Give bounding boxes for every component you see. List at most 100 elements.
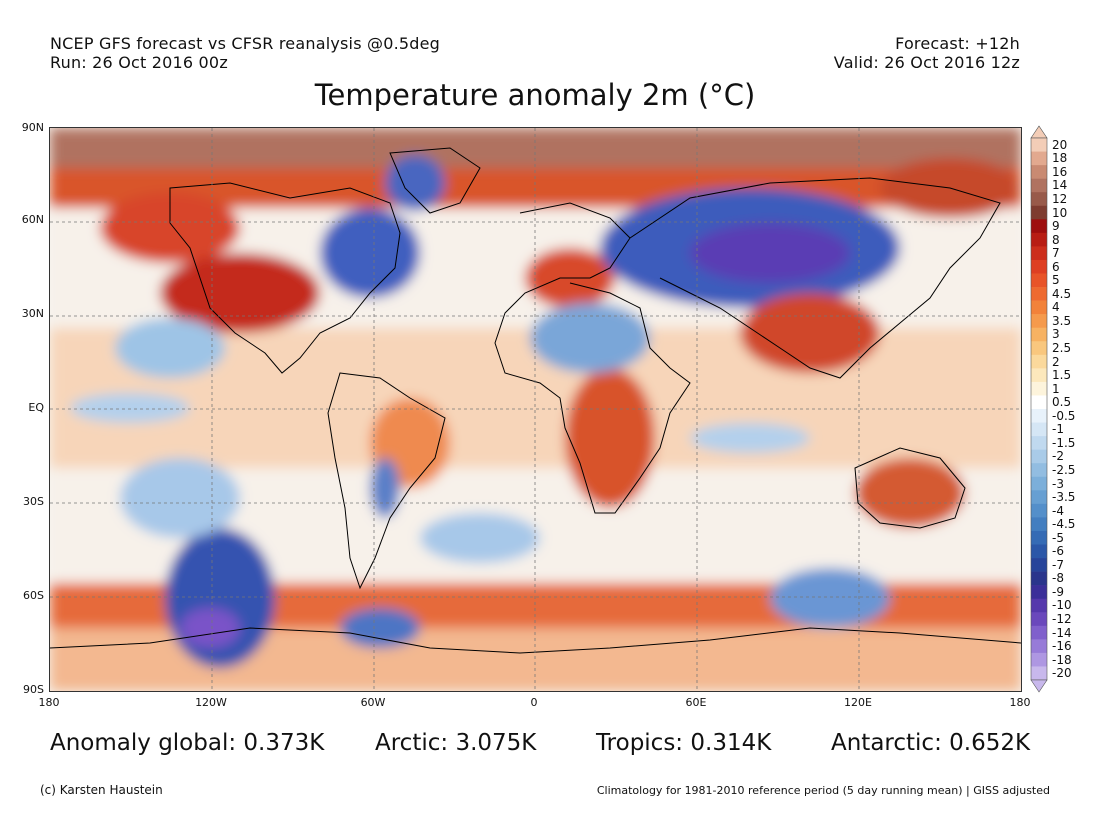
colorbar-label: 3 [1052, 327, 1060, 342]
colorbar-swatch [1031, 246, 1047, 261]
colorbar-swatch [1031, 463, 1047, 478]
colorbar-swatch [1031, 368, 1047, 383]
run-info: NCEP GFS forecast vs CFSR reanalysis @0.… [50, 34, 440, 72]
colorbar-swatch [1031, 341, 1047, 356]
colorbar-swatch [1031, 178, 1047, 193]
colorbar-label: 4.5 [1052, 286, 1072, 301]
lat-label-30n: 30N [21, 307, 44, 320]
colorbar-swatch [1031, 314, 1047, 328]
lat-label-90n: 90N [21, 121, 44, 134]
colorbar-swatch [1031, 259, 1047, 274]
colorbar-arrow-top [1030, 125, 1048, 139]
anomaly-map [49, 127, 1022, 692]
valid-time: Valid: 26 Oct 2016 12z [833, 53, 1020, 72]
map-title: Temperature anomaly 2m (°C) [314, 78, 756, 112]
colorbar-swatch [1031, 381, 1047, 396]
colorbar-arrow-bottom [1030, 679, 1048, 693]
graticule [50, 128, 1021, 691]
colorbar-label: 7 [1052, 246, 1060, 261]
colorbar-swatch [1031, 625, 1047, 640]
colorbar-label: -4.5 [1052, 517, 1076, 532]
forecast-hour: Forecast: +12h [895, 34, 1020, 53]
model-description: NCEP GFS forecast vs CFSR reanalysis @0.… [50, 34, 441, 53]
colorbar-swatch [1031, 544, 1047, 559]
lat-label-60s: 60S [23, 589, 44, 602]
colorbar-swatch [1031, 165, 1047, 179]
colorbar-swatch [1031, 585, 1047, 599]
colorbar-swatch [1031, 666, 1047, 681]
colorbar-label: -14 [1052, 625, 1072, 640]
stat-antarctic: Antarctic: 0.652K [831, 730, 1031, 756]
colorbar-label: 4 [1052, 300, 1060, 315]
lat-label-30s: 30S [23, 495, 44, 508]
map-canvas [50, 128, 1021, 691]
colorbar-label: -1.5 [1052, 435, 1076, 450]
colorbar-swatch [1031, 598, 1047, 613]
colorbar-swatch [1031, 422, 1047, 437]
colorbar-label: -5 [1052, 530, 1064, 545]
colorbar-swatches [1030, 125, 1048, 693]
colorbar-swatch [1031, 192, 1047, 207]
colorbar-label: 6 [1052, 259, 1060, 274]
colorbar-label: -7 [1052, 557, 1064, 572]
colorbar-swatch [1031, 354, 1047, 369]
stat-arctic: Arctic: 3.075K [375, 730, 537, 756]
colorbar-swatch [1031, 409, 1047, 423]
colorbar-label: 20 [1052, 137, 1068, 152]
anomaly-field [50, 128, 1021, 691]
coastlines [50, 147, 1021, 654]
lon-label-120w: 120W [195, 696, 227, 709]
colorbar-swatch [1031, 612, 1047, 627]
colorbar-label: -18 [1052, 652, 1072, 667]
copyright: (c) Karsten Haustein [40, 783, 163, 797]
colorbar-swatch [1031, 436, 1047, 450]
colorbar-label: -12 [1052, 612, 1072, 627]
colorbar-label: -2.5 [1052, 462, 1076, 477]
colorbar-label: -9 [1052, 584, 1064, 599]
lon-label-60e: 60E [685, 696, 707, 709]
lon-label-120e: 120E [844, 696, 872, 709]
colorbar-label: -2 [1052, 449, 1064, 464]
run-time: Run: 26 Oct 2016 00z [50, 53, 228, 72]
colorbar-swatch [1031, 327, 1047, 342]
colorbar-label: 1.5 [1052, 368, 1072, 383]
lat-label-60n: 60N [21, 213, 44, 226]
colorbar-swatch [1031, 300, 1047, 315]
colorbar-label: -6 [1052, 544, 1064, 559]
colorbar-swatch [1031, 517, 1047, 532]
colorbar-label: 8 [1052, 232, 1060, 247]
colorbar-swatch [1031, 558, 1047, 572]
colorbar-label: 16 [1052, 164, 1068, 179]
colorbar-label: 5 [1052, 273, 1060, 288]
stat-global: Anomaly global: 0.373K [50, 730, 325, 756]
lat-label-eq: EQ [28, 401, 44, 414]
lon-label-0: 0 [530, 696, 538, 709]
colorbar-label: 9 [1052, 219, 1060, 234]
colorbar-label: 12 [1052, 191, 1068, 206]
colorbar-label: -4 [1052, 503, 1064, 518]
colorbar-label: 14 [1052, 178, 1068, 193]
colorbar-label: 18 [1052, 151, 1068, 166]
climatology-note: Climatology for 1981-2010 reference peri… [596, 784, 1050, 797]
colorbar-swatch [1031, 652, 1047, 667]
colorbar-label: -16 [1052, 639, 1072, 654]
colorbar-label: 1 [1052, 381, 1060, 396]
colorbar-swatch [1031, 273, 1047, 288]
colorbar-label: -3.5 [1052, 490, 1076, 505]
colorbar-swatch [1031, 232, 1047, 247]
lat-label-90s: 90S [23, 683, 44, 696]
colorbar-swatch [1031, 476, 1047, 491]
colorbar-label: 0.5 [1052, 395, 1072, 410]
lon-label-60w: 60W [360, 696, 386, 709]
colorbar-swatch [1031, 219, 1047, 234]
colorbar-label: 2 [1052, 354, 1060, 369]
colorbar-swatch [1031, 490, 1047, 505]
lon-label-180e: 180 [1009, 696, 1031, 709]
colorbar-label: -1 [1052, 422, 1064, 437]
colorbar-label: 2.5 [1052, 341, 1072, 356]
colorbar-swatch [1031, 138, 1047, 152]
colorbar-swatch [1031, 449, 1047, 464]
colorbar-swatch [1031, 503, 1047, 518]
colorbar-swatch [1031, 395, 1047, 410]
colorbar-label: 3.5 [1052, 313, 1072, 328]
